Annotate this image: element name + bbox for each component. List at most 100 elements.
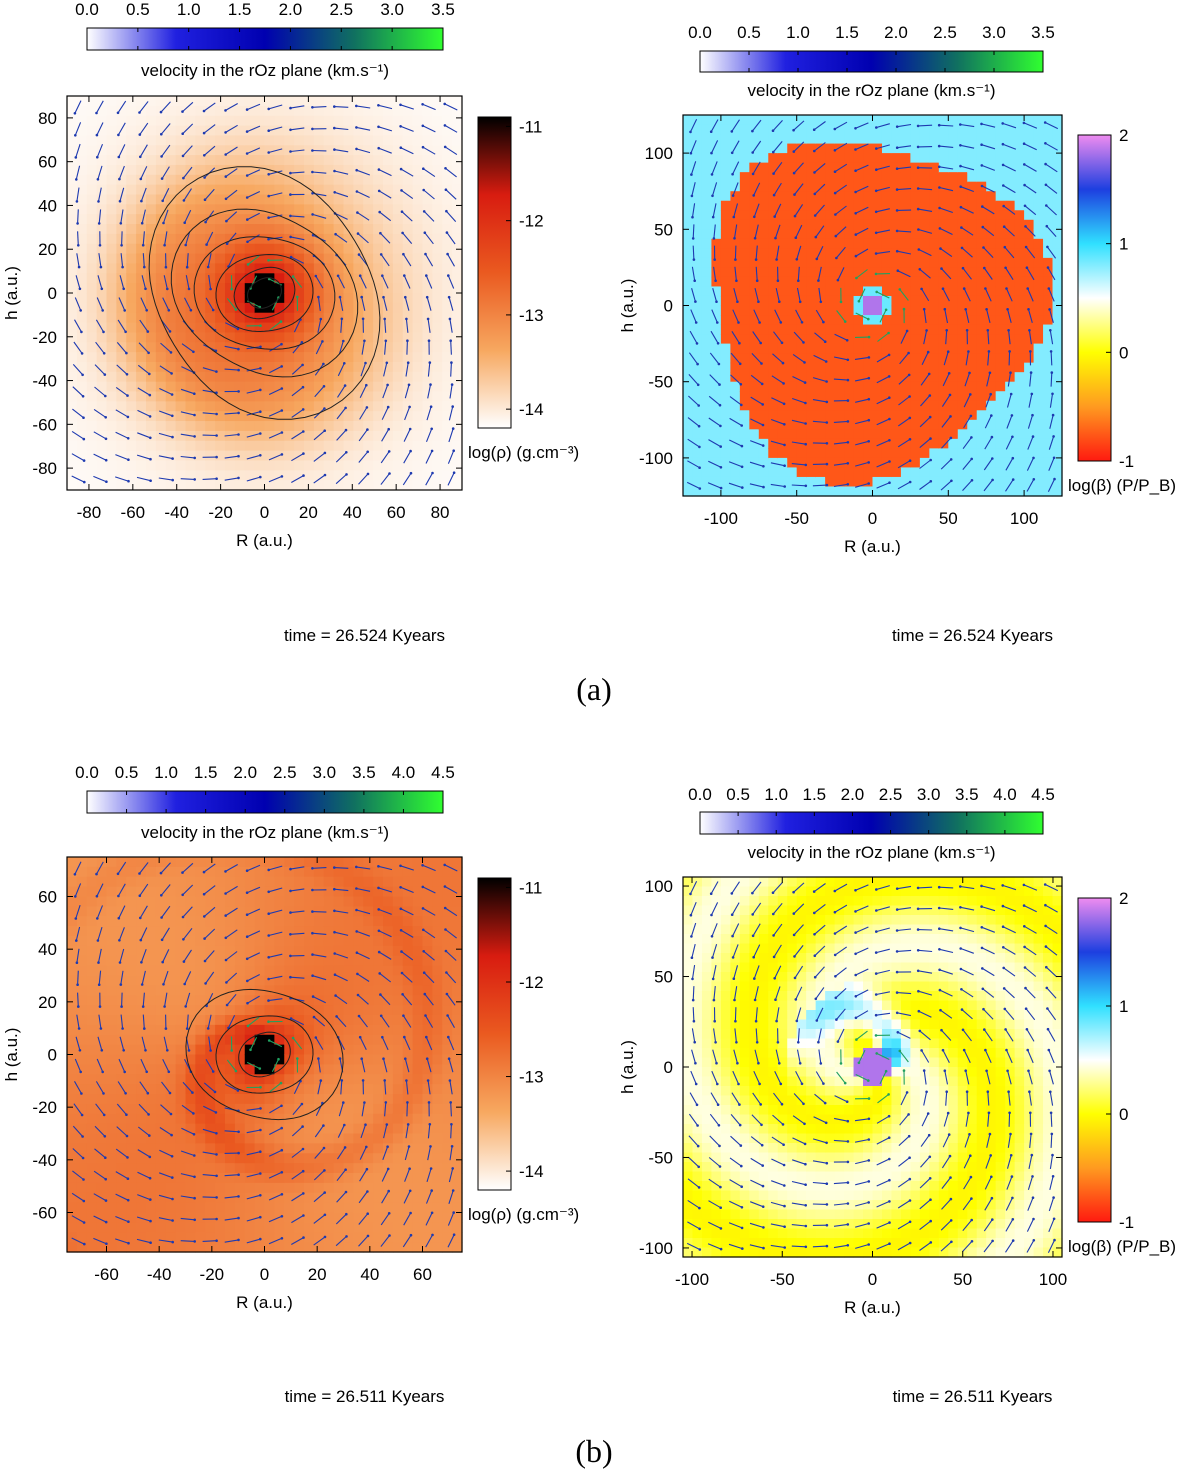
- field-colorbar-label: log(β) (P/P_B): [1068, 1237, 1176, 1256]
- y-tick-label: -20: [32, 328, 57, 347]
- chart-1: -80 -60 -40 -20 0 20 40 60 80 -80 -60 -40 -20 0 20 40 60…: [2, 0, 579, 645]
- x-axis-label: R (a.u.): [844, 1298, 901, 1317]
- colorbar-tick-label: 1: [1119, 235, 1128, 254]
- x-tick-label: -100: [704, 509, 738, 528]
- velocity-tick-label: 0.0: [688, 23, 712, 42]
- velocity-arrows: [71, 861, 458, 1248]
- x-tick-label: 0: [868, 509, 877, 528]
- y-tick-label: 0: [664, 1058, 673, 1077]
- colorbar-tick-label: 2: [1119, 889, 1128, 908]
- velocity-tick-label: 1.5: [803, 785, 827, 804]
- velocity-tick-label: 0.5: [726, 785, 750, 804]
- colorbar-tick-label: -14: [519, 1162, 544, 1181]
- y-axis-label: h (a.u.): [618, 1040, 637, 1094]
- colorbar-tick-label: -11: [519, 878, 542, 897]
- x-tick-label: 20: [308, 1265, 327, 1284]
- velocity-tick-label: 0.0: [75, 763, 99, 782]
- y-tick-label: -50: [648, 1148, 673, 1167]
- velocity-tick-label: 1.0: [786, 23, 810, 42]
- velocity-tick-label: 1.5: [194, 763, 218, 782]
- velocity-tick-label: 3.5: [1031, 23, 1055, 42]
- y-tick-label: 50: [654, 968, 673, 987]
- colorbar-tick-label: -13: [519, 306, 544, 325]
- colorbar-tick-label: -14: [519, 400, 544, 419]
- velocity-tick-label: 0.5: [126, 0, 150, 19]
- colorbar-tick-label: -12: [519, 212, 544, 231]
- panel-label-b: (b): [575, 1433, 612, 1469]
- x-tick-label: 40: [360, 1265, 379, 1284]
- y-tick-label: 20: [38, 993, 57, 1012]
- time-label: time = 26.511 Kyears: [285, 1387, 445, 1406]
- colorbar-tick-label: 2: [1119, 126, 1128, 145]
- x-tick-label: 0: [260, 503, 269, 522]
- colorbar-tick-label: 0: [1119, 343, 1128, 362]
- y-tick-label: 80: [38, 109, 57, 128]
- velocity-tick-label: 4.5: [1031, 785, 1055, 804]
- heatmap-cells: [683, 115, 1063, 497]
- velocity-colorbar-label: velocity in the rOz plane (km.s⁻¹): [748, 843, 996, 862]
- velocity-tick-label: 4.0: [392, 763, 416, 782]
- colorbar-tick-label: -1: [1119, 452, 1134, 471]
- y-tick-label: 50: [654, 220, 673, 239]
- time-label: time = 26.511 Kyears: [893, 1387, 1053, 1406]
- velocity-colorbar-label: velocity in the rOz plane (km.s⁻¹): [141, 61, 389, 80]
- velocity-tick-label: 0.0: [75, 0, 99, 19]
- y-tick-label: 60: [38, 153, 57, 172]
- velocity-colorbar: [86, 790, 444, 814]
- colorbar-tick-label: 0: [1119, 1105, 1128, 1124]
- velocity-tick-label: 1.0: [154, 763, 178, 782]
- velocity-colorbar: [699, 811, 1044, 835]
- velocity-tick-label: 3.0: [313, 763, 337, 782]
- y-tick-label: -100: [639, 449, 673, 468]
- x-tick-label: -40: [147, 1265, 172, 1284]
- x-tick-label: -20: [208, 503, 233, 522]
- y-tick-label: 40: [38, 940, 57, 959]
- field-colorbar-label: log(ρ) (g.cm⁻³): [468, 1205, 579, 1224]
- velocity-colorbar-label: velocity in the rOz plane (km.s⁻¹): [748, 81, 996, 100]
- chart-2: -100 -50 0 50 100 -100 -50 0 50 100 R (a.u.) h (a.u…: [618, 23, 1176, 645]
- velocity-tick-label: 3.0: [982, 23, 1006, 42]
- velocity-tick-label: 2.0: [884, 23, 908, 42]
- y-tick-label: 20: [38, 240, 57, 259]
- y-tick-label: -20: [32, 1098, 57, 1117]
- y-tick-label: -60: [32, 415, 57, 434]
- x-tick-label: -50: [784, 509, 809, 528]
- y-tick-label: -40: [32, 372, 57, 391]
- y-tick-label: 0: [664, 297, 673, 316]
- velocity-tick-label: 3.5: [352, 763, 376, 782]
- x-axis-label: R (a.u.): [236, 1293, 293, 1312]
- x-tick-label: 60: [387, 503, 406, 522]
- velocity-arrows: [71, 100, 458, 486]
- velocity-tick-label: 2.0: [233, 763, 257, 782]
- y-tick-label: 0: [48, 1046, 57, 1065]
- y-axis-label: h (a.u.): [2, 266, 21, 320]
- chart-4: -100 -50 0 50 100 -100 -50 0 50 100 R (a.u.) h (a.u…: [618, 785, 1176, 1406]
- x-tick-label: -60: [94, 1265, 119, 1284]
- y-tick-label: 60: [38, 888, 57, 907]
- x-tick-label: 60: [413, 1265, 432, 1284]
- velocity-tick-label: 0.5: [115, 763, 139, 782]
- heatmap-cells: [67, 857, 463, 1253]
- time-label: time = 26.524 Kyears: [284, 626, 445, 645]
- velocity-tick-label: 1.5: [835, 23, 859, 42]
- velocity-colorbar: [86, 27, 444, 51]
- y-tick-label: -50: [648, 373, 673, 392]
- field-colorbar: [1077, 134, 1112, 462]
- colorbar-tick-label: -1: [1119, 1213, 1134, 1232]
- field-colorbar-label: log(β) (P/P_B): [1068, 476, 1176, 495]
- x-axis-label: R (a.u.): [236, 531, 293, 550]
- colorbar-tick-label: 1: [1119, 997, 1128, 1016]
- density-contours: [148, 166, 381, 420]
- chart-3: -60 -40 -20 0 20 40 60 -60 -40 -20 0 20 40 60 R (a.u.)…: [2, 763, 579, 1406]
- x-tick-label: 100: [1010, 509, 1038, 528]
- x-tick-label: 20: [299, 503, 318, 522]
- colorbar-tick-label: -11: [519, 117, 542, 136]
- x-tick-label: -40: [164, 503, 189, 522]
- x-tick-label: 40: [343, 503, 362, 522]
- x-axis-label: R (a.u.): [844, 537, 901, 556]
- velocity-colorbar-label: velocity in the rOz plane (km.s⁻¹): [141, 823, 389, 842]
- y-axis-label: h (a.u.): [618, 279, 637, 333]
- velocity-tick-label: 2.5: [329, 0, 353, 19]
- velocity-tick-label: 3.0: [917, 785, 941, 804]
